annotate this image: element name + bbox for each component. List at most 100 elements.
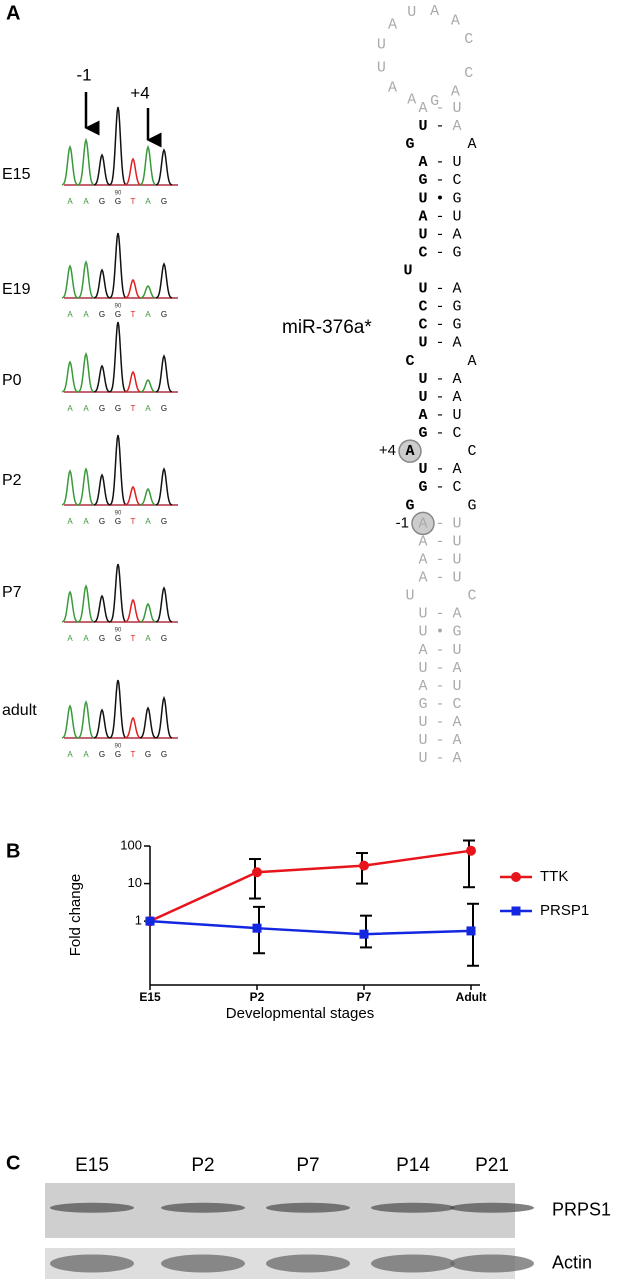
stem-base: A <box>418 515 427 532</box>
base-call: T <box>131 404 136 413</box>
panel-label: C <box>6 1152 20 1174</box>
x-tick-label: E15 <box>139 990 161 1004</box>
trace-peak <box>61 264 79 299</box>
stem-base: G <box>418 696 427 713</box>
base-call: G <box>161 197 167 206</box>
legend-label: PRSP1 <box>540 902 589 919</box>
legend-label: TTK <box>540 868 568 885</box>
trace-peak <box>61 360 79 393</box>
trace-peak <box>124 370 142 393</box>
base-call: G <box>115 197 121 206</box>
stem-base: U <box>452 515 461 532</box>
stem-base: C <box>452 425 461 442</box>
stem-base: U <box>452 407 461 424</box>
trace-peak <box>124 598 142 623</box>
stem-base: A <box>452 335 461 352</box>
loop-base: C <box>464 31 473 48</box>
trace-peak <box>124 157 142 186</box>
base-pair-bond: - <box>435 660 444 677</box>
site-annotation: -1 <box>76 65 91 84</box>
base-call: A <box>83 404 89 413</box>
stem-base: A <box>418 570 427 587</box>
base-call: G <box>115 750 121 759</box>
stage-label: P2 <box>2 472 22 489</box>
base-call: A <box>67 404 73 413</box>
stem-base: A <box>418 551 427 568</box>
trace-peak <box>61 469 79 506</box>
stem-base: A <box>418 208 427 225</box>
base-pair-bond: - <box>435 533 444 550</box>
x-tick-label: P2 <box>250 990 265 1004</box>
stem-base: A <box>452 281 461 298</box>
base-pair-bond: - <box>435 100 444 117</box>
base-call: A <box>83 197 89 206</box>
stem-base: U <box>418 335 427 352</box>
stem-base: U <box>418 732 427 749</box>
base-pair-bond: - <box>435 461 444 478</box>
blot-band <box>266 1254 350 1273</box>
stem-base: U <box>452 551 461 568</box>
stem-base: A <box>467 136 476 153</box>
base-call: A <box>83 750 89 759</box>
x-tick-label: Adult <box>456 990 487 1004</box>
stem-base: G <box>452 299 461 316</box>
trace-peak <box>109 232 127 299</box>
stem-base: G <box>418 425 427 442</box>
base-call: T <box>131 750 136 759</box>
trace-peak <box>77 584 95 623</box>
stem-base: G <box>418 172 427 189</box>
stem-base: C <box>467 588 476 605</box>
trace-peak <box>109 106 127 186</box>
stem-base: A <box>418 407 427 424</box>
trace-peak <box>155 586 173 623</box>
position-marker: 90 <box>115 511 122 517</box>
stem-base: U <box>418 461 427 478</box>
trace-peak <box>109 321 127 393</box>
x-axis-label: Developmental stages <box>226 1005 374 1022</box>
stem-base: A <box>452 732 461 749</box>
stem-base: U <box>418 118 427 135</box>
stem-base: A <box>418 100 427 117</box>
trace-peak <box>155 695 173 739</box>
base-call: G <box>161 404 167 413</box>
base-call: G <box>99 517 105 526</box>
base-pair-bond: - <box>435 606 444 623</box>
loop-base: C <box>464 65 473 82</box>
trace-peak <box>77 467 95 506</box>
stem-base: U <box>452 208 461 225</box>
base-pair-bond: - <box>435 335 444 352</box>
stem-base: A <box>452 606 461 623</box>
mirna-name: miR-376a* <box>282 317 372 338</box>
trace-peak <box>93 153 111 186</box>
trace-peak <box>109 679 127 739</box>
blot-row-label: Actin <box>552 1252 592 1272</box>
base-pair-bond: - <box>435 118 444 135</box>
stem-base: U <box>418 606 427 623</box>
loop-base: A <box>388 16 397 33</box>
base-call: A <box>145 404 151 413</box>
trace-peak <box>93 708 111 739</box>
stem-base: A <box>405 443 414 460</box>
y-tick-label: 10 <box>128 875 142 890</box>
point <box>252 867 262 878</box>
stem-base: U <box>452 570 461 587</box>
stem-base: U <box>418 190 427 207</box>
loop-base: A <box>388 79 397 96</box>
panel-label: A <box>6 2 20 24</box>
base-call: G <box>145 750 151 759</box>
loop-base: U <box>377 37 386 54</box>
stage-label: P0 <box>2 372 22 389</box>
base-call: G <box>99 310 105 319</box>
base-pair-bond: - <box>435 732 444 749</box>
legend-marker <box>511 906 521 916</box>
base-call: G <box>99 197 105 206</box>
stem-base: G <box>467 497 476 514</box>
base-pair-bond: - <box>435 678 444 695</box>
y-axis-label: Fold change <box>67 874 84 957</box>
stage-label: adult <box>2 702 37 719</box>
point <box>145 916 155 926</box>
blot-band <box>161 1202 245 1213</box>
stem-base: G <box>405 136 414 153</box>
stem-base: A <box>418 154 427 171</box>
